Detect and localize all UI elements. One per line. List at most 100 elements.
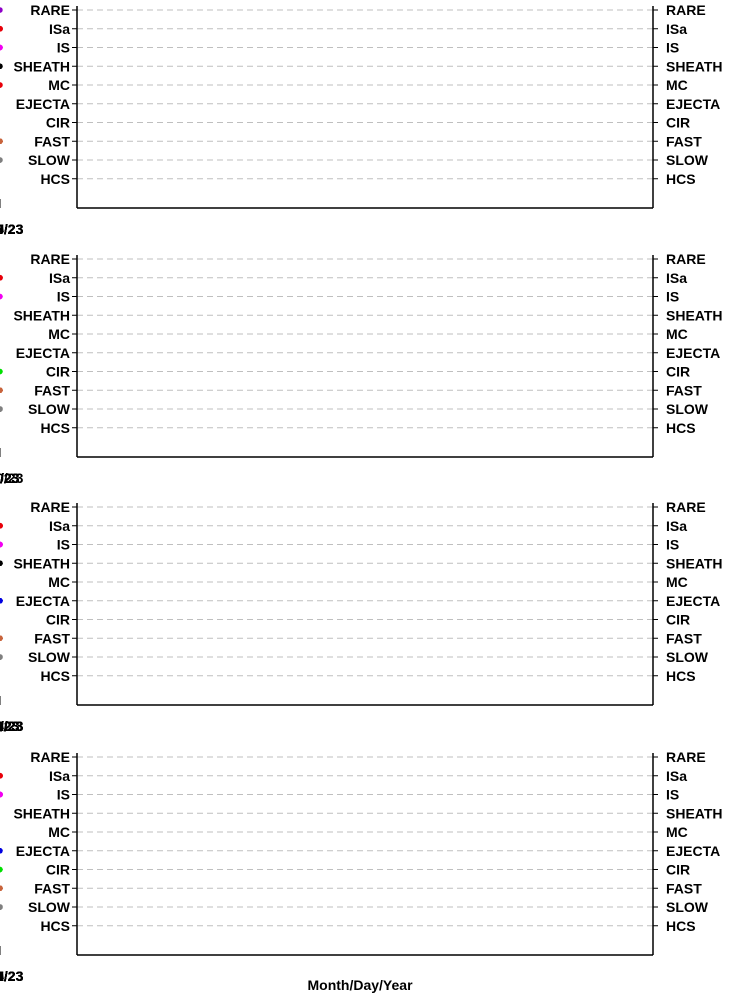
row-label-right-ejecta: EJECTA (666, 843, 720, 859)
row-label-left-cir: CIR (46, 612, 70, 628)
x-axis-label: Month/Day/Year (307, 977, 413, 993)
x-tick-label: 5/1/23 (0, 470, 20, 486)
row-label-right-sheath: SHEATH (666, 58, 723, 74)
x-tick-label: 5/12/23 (0, 718, 24, 734)
x-tick-label: 4/23/23 (0, 221, 24, 237)
open-point-isa (0, 274, 3, 281)
row-label-left-slow: SLOW (28, 152, 71, 168)
row-label-left-sheath: SHEATH (13, 307, 70, 323)
data-point-fast (0, 138, 3, 144)
row-label-right-rare: RARE (666, 251, 706, 267)
row-label-right-hcs: HCS (666, 918, 696, 934)
row-label-right-cir: CIR (666, 612, 690, 628)
row-label-left-is: IS (57, 289, 70, 305)
x-tick-label: 5/16/23 (0, 968, 24, 984)
panel-4: RARE RARE ISa ISa IS IS SHEATH SHEATH MC MC EJECTA… (0, 749, 723, 984)
row-label-left-hcs: HCS (40, 668, 70, 684)
row-label-left-rare: RARE (30, 499, 70, 515)
x-tick-label: 4/25/23 (0, 221, 24, 237)
row-label-left-rare: RARE (30, 251, 70, 267)
x-tick-label: 4/24/23 (0, 221, 24, 237)
row-label-right-slow: SLOW (666, 152, 709, 168)
x-tick-label: 4/26/23 (0, 221, 24, 237)
row-label-left-is: IS (57, 787, 70, 803)
row-label-right-sheath: SHEATH (666, 307, 723, 323)
row-label-right-fast: FAST (666, 880, 702, 896)
x-tick-label: 4/27/23 (0, 221, 24, 237)
data-point-fast (0, 387, 3, 393)
data-point-slow (0, 406, 3, 412)
row-label-left-is: IS (57, 537, 70, 553)
data-point-fast (0, 635, 3, 641)
row-label-right-fast: FAST (666, 382, 702, 398)
row-label-right-sheath: SHEATH (666, 555, 723, 571)
row-label-left-slow: SLOW (28, 401, 71, 417)
x-tick-label: 4/29/23 (0, 221, 24, 237)
x-tick-label: 5/8/23 (0, 718, 20, 734)
x-tick-label: 5/2/23 (0, 470, 20, 486)
row-label-left-hcs: HCS (40, 420, 70, 436)
data-point-sheath (0, 63, 3, 69)
panel-1: RARE RARE ISa ISa IS IS SHEATH SHEATH MC MC EJECTA… (0, 2, 723, 237)
row-label-right-ejecta: EJECTA (666, 593, 720, 609)
x-tick-label: 5/15/23 (0, 968, 24, 984)
x-tick-label: 5/13/23 (0, 718, 24, 734)
row-label-right-mc: MC (666, 824, 688, 840)
row-label-right-fast: FAST (666, 133, 702, 149)
x-tick-label: 5/11/23 (0, 718, 23, 734)
row-label-right-rare: RARE (666, 499, 706, 515)
x-tick-label: 5/3/23 (0, 470, 20, 486)
chart-panels: RARE RARE ISa ISa IS IS SHEATH SHEATH MC MC EJECTA… (0, 2, 723, 984)
data-point-rare (0, 7, 3, 13)
row-label-right-slow: SLOW (666, 401, 709, 417)
x-tick-label: 5/5/23 (0, 470, 20, 486)
x-tick-label: 4/30/23 (0, 221, 24, 237)
row-label-right-cir: CIR (666, 115, 690, 131)
data-point-slow (0, 157, 3, 163)
row-label-right-hcs: HCS (666, 668, 696, 684)
row-label-left-rare: RARE (30, 749, 70, 765)
data-point-slow (0, 654, 3, 660)
row-label-left-mc: MC (48, 824, 70, 840)
row-label-left-isa: ISa (49, 518, 70, 534)
row-label-left-sheath: SHEATH (13, 555, 70, 571)
row-label-right-is: IS (666, 537, 679, 553)
x-tick-label: 5/14/23 (0, 968, 24, 984)
data-point-sheath (0, 560, 3, 566)
row-label-left-hcs: HCS (40, 918, 70, 934)
row-label-right-hcs: HCS (666, 420, 696, 436)
row-label-right-is: IS (666, 289, 679, 305)
row-label-left-rare: RARE (30, 2, 70, 18)
row-label-right-cir: CIR (666, 364, 690, 380)
row-label-left-cir: CIR (46, 115, 70, 131)
row-label-right-mc: MC (666, 77, 688, 93)
x-tick-label: 4/30/23 (0, 470, 24, 486)
row-label-left-slow: SLOW (28, 649, 71, 665)
open-point-isa (0, 772, 3, 779)
x-tick-label: 5/7/23 (0, 718, 20, 734)
x-tick-label: 5/9/23 (0, 718, 20, 734)
open-point-is (0, 791, 3, 798)
row-label-left-ejecta: EJECTA (16, 345, 70, 361)
panel-2: RARE RARE ISa ISa IS IS SHEATH SHEATH MC MC EJECTA… (0, 251, 723, 486)
row-label-left-isa: ISa (49, 21, 70, 37)
x-tick-label: 5/10/23 (0, 718, 24, 734)
row-label-right-rare: RARE (666, 749, 706, 765)
row-label-left-mc: MC (48, 326, 70, 342)
row-label-right-ejecta: EJECTA (666, 96, 720, 112)
open-point-isa (0, 522, 3, 529)
row-label-left-fast: FAST (34, 382, 70, 398)
data-point-mc (0, 82, 3, 88)
row-label-left-sheath: SHEATH (13, 805, 70, 821)
data-point-fast (0, 885, 3, 891)
data-point-cir (0, 368, 3, 375)
row-label-right-isa: ISa (666, 270, 687, 286)
data-point-ejecta (0, 848, 3, 854)
row-label-right-slow: SLOW (666, 899, 709, 915)
open-point-isa (0, 25, 3, 32)
open-point-is (0, 541, 3, 548)
row-label-left-slow: SLOW (28, 899, 71, 915)
x-tick-label: 4/28/23 (0, 221, 24, 237)
row-label-left-fast: FAST (34, 630, 70, 646)
row-label-right-ejecta: EJECTA (666, 345, 720, 361)
